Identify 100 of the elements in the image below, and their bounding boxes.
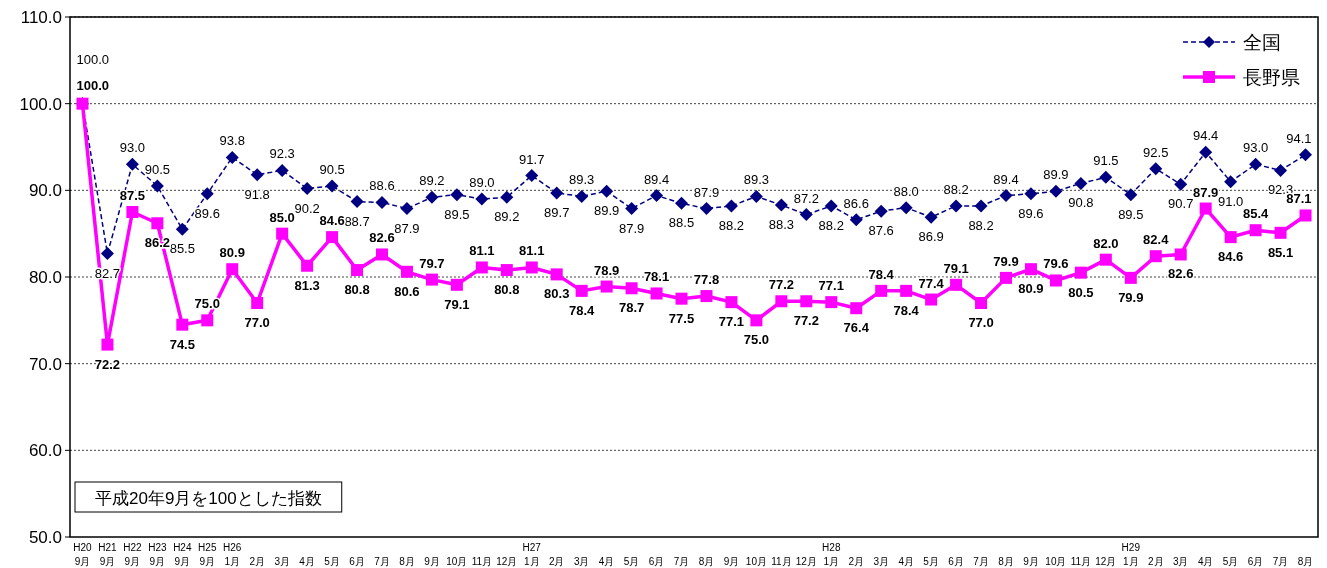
data-label: 89.9 [593,203,620,219]
point [749,189,763,203]
x-tick-label: 2月 [1147,556,1164,567]
point [949,199,963,213]
point [1199,202,1212,215]
point [325,179,339,193]
x-tick-label: 4月 [1197,556,1214,567]
x-tick-label: H25 9月 [198,542,217,567]
x-tick-label: 10月 [745,556,767,567]
data-label: 87.9 [394,220,420,236]
x-tick-label: 10月 [446,556,468,567]
point [1074,176,1088,190]
data-label: 78.9 [593,262,620,278]
point [1249,224,1262,237]
point [525,261,538,274]
point [600,184,614,198]
point [1174,177,1188,191]
data-label: 85.1 [1267,244,1294,260]
y-tick-label: 110.0 [20,8,62,27]
legend-label: 全国 [1243,32,1281,53]
point [225,150,239,164]
point [300,182,314,196]
data-label: 93.0 [1242,140,1269,156]
point [100,247,114,261]
point [850,302,863,315]
x-tick-label: H28 1月 [822,542,841,567]
x-tick-label: 2月 [548,556,565,567]
x-tick-label: 7月 [374,556,390,567]
data-label: 87.6 [868,223,894,239]
x-tick-label: 5月 [324,556,340,567]
x-tick-label: H20 9月 [73,542,93,567]
data-label: 89.6 [1018,205,1044,221]
x-tick-label: 11月 [771,556,792,567]
data-label: 81.3 [294,277,320,293]
data-label: 88.2 [818,217,844,233]
point [1174,248,1187,261]
data-label: 89.5 [1118,206,1144,222]
x-tick-label: 5月 [923,556,939,567]
x-tick-label: 9月 [723,556,740,567]
data-label: 88.3 [768,217,795,233]
annotation: 平成20年9月を100とした指数 [95,489,322,508]
data-label: 86.9 [918,229,944,245]
data-label: 90.2 [294,200,320,216]
x-tick-label: 2月 [249,556,265,567]
point [376,248,388,261]
point [1249,157,1263,171]
data-label: 84.6 [1217,249,1244,265]
point [425,273,438,286]
y-tick-label: 60.0 [28,441,62,461]
point [276,227,289,240]
point [899,201,913,215]
data-label: 77.1 [718,314,745,330]
y-tick-label: 70.0 [28,354,62,374]
x-tick-label: 8月 [698,556,715,567]
point [775,295,788,308]
data-label: 89.3 [743,172,770,188]
data-label: 89.3 [569,172,595,188]
x-tick-label: 4月 [598,556,615,567]
point [1124,271,1137,284]
data-label: 82.0 [1093,235,1119,251]
point [500,264,513,277]
data-label: 89.6 [194,205,220,221]
data-label: 72.2 [94,356,121,372]
point [350,195,364,209]
x-tick-label: 10月 [1045,556,1067,567]
x-tick-label: H27 1月 [522,542,542,567]
data-label: 89.9 [1043,167,1069,183]
data-label: 77.5 [668,310,695,326]
data-label: 91.5 [1093,153,1119,169]
data-label: 90.5 [144,162,171,177]
data-label: 87.5 [119,188,146,203]
x-tick-label: 7月 [1272,556,1289,567]
point [1149,250,1162,263]
point [600,280,613,293]
data-label: 89.4 [993,171,1019,187]
point [900,284,913,297]
point [1024,263,1037,276]
data-label: 88.7 [344,213,370,229]
point [625,202,639,216]
x-tick-label: 3月 [873,556,889,567]
point [1224,231,1237,244]
point [974,199,988,213]
point [1274,163,1288,177]
point [625,282,638,295]
data-label: 80.9 [1018,281,1044,297]
x-tick-label: 7月 [973,556,989,567]
y-tick-label: 50.0 [28,528,62,547]
point [375,195,389,209]
data-label: 77.0 [244,315,270,330]
data-label: 86.6 [843,195,869,211]
point [1299,209,1312,222]
data-label: 77.0 [968,315,994,330]
point [1099,170,1113,184]
data-label: 78.1 [643,269,670,285]
data-label: 78.4 [893,302,920,318]
point [251,297,264,309]
data-label: 89.2 [419,173,445,189]
point [101,338,114,351]
x-tick-label: H24 9月 [173,542,192,567]
data-label: 87.9 [618,220,645,236]
